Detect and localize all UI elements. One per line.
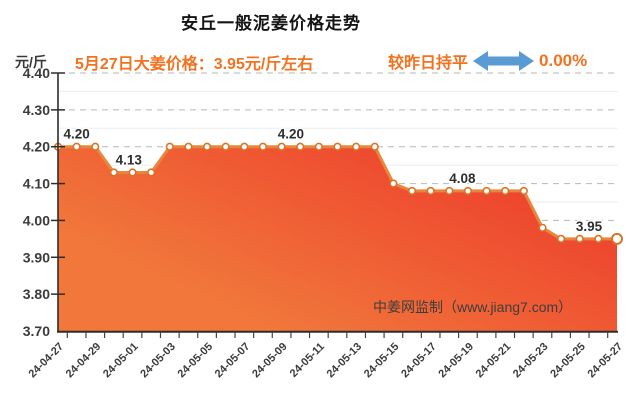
data-point [352,142,361,151]
data-point [277,142,286,151]
value-label: 4.08 [449,171,476,186]
comparison-value: 0.00% [539,51,588,70]
data-point [314,142,323,151]
watermark: 中姜网监制（www.jiang7.com） [373,299,573,315]
y-tick-label: 4.40 [23,65,50,81]
y-tick-label: 3.90 [23,249,50,265]
x-tick-label: 24-04-29 [64,341,104,381]
x-tick-label: 24-05-09 [250,341,290,381]
area-fill [58,146,617,331]
value-label: 4.13 [116,153,143,168]
x-tick-label: 24-05-23 [511,341,551,381]
area-series [58,146,617,331]
y-tick-label: 4.00 [23,212,50,228]
y-tick-label: 3.70 [23,323,50,339]
value-annotations: 4.20 4.13 4.20 4.08 3.95 [62,125,604,235]
data-point [202,142,212,151]
comparison-label: 较昨日持平 [388,55,469,72]
value-label: 4.20 [278,127,304,142]
data-point [407,186,417,196]
data-point [128,168,137,177]
flat-double-arrow-icon [473,51,535,71]
data-point [556,234,566,243]
data-point [91,142,100,151]
x-tick-label: 24-05-01 [101,341,141,381]
x-tick-label: 24-05-07 [213,341,253,381]
x-tick-label: 24-05-13 [325,341,365,381]
y-tick-label: 4.30 [23,102,50,118]
x-tick-label: 24-05-05 [176,341,216,381]
x-tick-label: 24-05-19 [436,341,476,381]
data-point [501,186,510,196]
y-axis-unit-label: 元/斤 [15,54,47,70]
data-point [258,142,268,151]
data-point [594,234,603,243]
data-point [445,186,454,196]
x-tick-label: 24-05-15 [362,341,402,381]
data-point [538,223,547,232]
data-point [370,142,379,151]
x-tick-label: 24-05-25 [548,341,588,381]
value-label: 3.95 [576,219,603,234]
data-point [221,142,230,151]
data-point [165,142,174,151]
value-label: 4.20 [63,127,89,142]
data-point [463,186,473,196]
page-title: 安丘一般泥姜价格走势 [181,14,361,33]
data-point [240,142,249,151]
data-point [426,186,435,196]
day-over-day-comparison: 较昨日持平 0.00% [388,49,587,73]
data-point [519,186,528,196]
x-tick-label: 24-05-17 [399,341,439,381]
data-point [611,232,623,245]
data-point [72,142,81,151]
y-tick-label: 4.20 [23,139,50,155]
data-point [296,142,305,151]
x-tick-label: 24-05-11 [288,341,327,380]
x-tick-label: 24-05-21 [474,341,514,381]
axes [51,72,618,338]
y-tick-label: 4.10 [23,176,50,192]
data-point-markers [53,142,623,245]
x-tick-label: 24-05-03 [138,341,178,381]
data-point [482,186,491,196]
data-point [333,142,342,151]
data-point [389,179,398,188]
x-axis-labels: 24-04-2724-04-2924-05-0124-05-0324-05-05… [26,341,625,381]
y-tick-label: 3.80 [23,286,50,302]
x-tick-label: 24-04-27 [26,341,66,381]
current-price-note: 5月27日大姜价格：3.95元/斤左右 [75,56,314,73]
data-point [147,168,156,177]
x-tick-label: 24-05-27 [585,341,625,381]
y-axis-labels: 4.40 4.30 4.20 4.10 4.00 3.90 3.80 3.70 [23,65,50,339]
data-point [109,168,118,177]
data-point [575,234,584,243]
data-point [184,142,193,151]
